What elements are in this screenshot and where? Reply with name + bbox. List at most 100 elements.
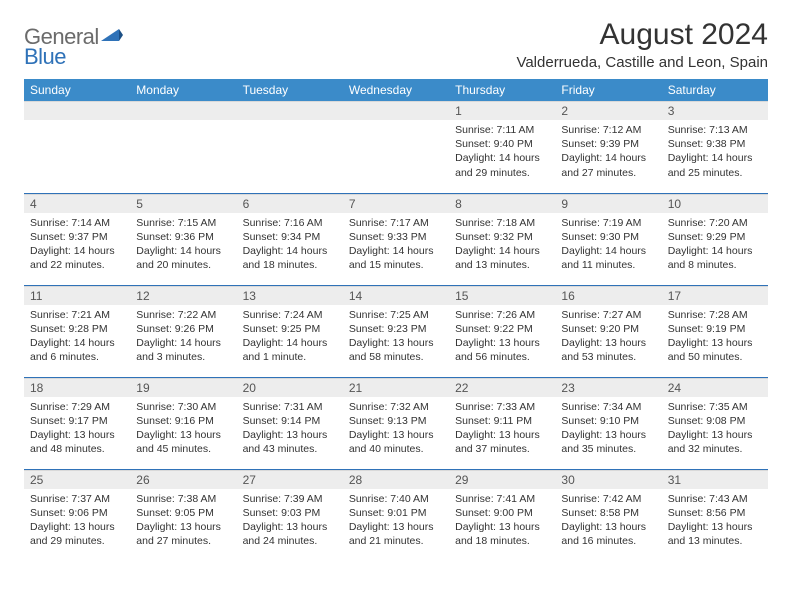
sunset-text: Sunset: 9:11 PM [455, 414, 549, 428]
sunrise-text: Sunrise: 7:17 AM [349, 216, 443, 230]
daylight-text: Daylight: 14 hours and 29 minutes. [455, 151, 549, 179]
daylight-text: Daylight: 14 hours and 27 minutes. [561, 151, 655, 179]
daylight-text: Daylight: 13 hours and 43 minutes. [243, 428, 337, 456]
sunset-text: Sunset: 9:26 PM [136, 322, 230, 336]
day-number: 30 [555, 470, 661, 489]
calendar-cell: 6Sunrise: 7:16 AMSunset: 9:34 PMDaylight… [237, 193, 343, 285]
weekday-header: Sunday [24, 79, 130, 101]
calendar-cell: 1Sunrise: 7:11 AMSunset: 9:40 PMDaylight… [449, 101, 555, 193]
sunrise-text: Sunrise: 7:16 AM [243, 216, 337, 230]
sunrise-text: Sunrise: 7:37 AM [30, 492, 124, 506]
day-number: 29 [449, 470, 555, 489]
calendar-cell: 14Sunrise: 7:25 AMSunset: 9:23 PMDayligh… [343, 285, 449, 377]
day-number: 5 [130, 194, 236, 213]
day-detail: Sunrise: 7:21 AMSunset: 9:28 PMDaylight:… [24, 305, 130, 369]
sunset-text: Sunset: 9:20 PM [561, 322, 655, 336]
day-detail: Sunrise: 7:30 AMSunset: 9:16 PMDaylight:… [130, 397, 236, 461]
day-number: 6 [237, 194, 343, 213]
day-number: 22 [449, 378, 555, 397]
sunset-text: Sunset: 9:38 PM [668, 137, 762, 151]
daylight-text: Daylight: 13 hours and 24 minutes. [243, 520, 337, 548]
calendar-cell: 17Sunrise: 7:28 AMSunset: 9:19 PMDayligh… [662, 285, 768, 377]
sunset-text: Sunset: 9:01 PM [349, 506, 443, 520]
daylight-text: Daylight: 14 hours and 25 minutes. [668, 151, 762, 179]
day-number: 20 [237, 378, 343, 397]
sunrise-text: Sunrise: 7:13 AM [668, 123, 762, 137]
sunrise-text: Sunrise: 7:15 AM [136, 216, 230, 230]
day-detail: Sunrise: 7:42 AMSunset: 8:58 PMDaylight:… [555, 489, 661, 553]
sunrise-text: Sunrise: 7:21 AM [30, 308, 124, 322]
sunrise-text: Sunrise: 7:18 AM [455, 216, 549, 230]
day-number: 28 [343, 470, 449, 489]
daylight-text: Daylight: 13 hours and 37 minutes. [455, 428, 549, 456]
day-detail: Sunrise: 7:14 AMSunset: 9:37 PMDaylight:… [24, 213, 130, 277]
day-detail: Sunrise: 7:24 AMSunset: 9:25 PMDaylight:… [237, 305, 343, 369]
day-number: 18 [24, 378, 130, 397]
calendar-cell: 28Sunrise: 7:40 AMSunset: 9:01 PMDayligh… [343, 469, 449, 561]
calendar-cell [343, 101, 449, 193]
daylight-text: Daylight: 14 hours and 13 minutes. [455, 244, 549, 272]
day-number: 26 [130, 470, 236, 489]
day-number [343, 101, 449, 120]
calendar-week-row: 11Sunrise: 7:21 AMSunset: 9:28 PMDayligh… [24, 285, 768, 377]
day-number: 21 [343, 378, 449, 397]
sunrise-text: Sunrise: 7:14 AM [30, 216, 124, 230]
day-number: 1 [449, 101, 555, 120]
calendar-cell: 5Sunrise: 7:15 AMSunset: 9:36 PMDaylight… [130, 193, 236, 285]
sunset-text: Sunset: 9:34 PM [243, 230, 337, 244]
sunset-text: Sunset: 9:16 PM [136, 414, 230, 428]
day-number: 12 [130, 286, 236, 305]
daylight-text: Daylight: 13 hours and 53 minutes. [561, 336, 655, 364]
sunrise-text: Sunrise: 7:11 AM [455, 123, 549, 137]
sunrise-text: Sunrise: 7:38 AM [136, 492, 230, 506]
day-detail: Sunrise: 7:12 AMSunset: 9:39 PMDaylight:… [555, 120, 661, 184]
weekday-header: Wednesday [343, 79, 449, 101]
daylight-text: Daylight: 14 hours and 6 minutes. [30, 336, 124, 364]
daylight-text: Daylight: 13 hours and 48 minutes. [30, 428, 124, 456]
day-number [237, 101, 343, 120]
calendar-cell: 18Sunrise: 7:29 AMSunset: 9:17 PMDayligh… [24, 377, 130, 469]
calendar-cell: 16Sunrise: 7:27 AMSunset: 9:20 PMDayligh… [555, 285, 661, 377]
day-number: 23 [555, 378, 661, 397]
day-detail: Sunrise: 7:29 AMSunset: 9:17 PMDaylight:… [24, 397, 130, 461]
sunset-text: Sunset: 9:29 PM [668, 230, 762, 244]
day-number: 7 [343, 194, 449, 213]
sunrise-text: Sunrise: 7:25 AM [349, 308, 443, 322]
sunrise-text: Sunrise: 7:22 AM [136, 308, 230, 322]
daylight-text: Daylight: 14 hours and 3 minutes. [136, 336, 230, 364]
sunrise-text: Sunrise: 7:19 AM [561, 216, 655, 230]
calendar-cell [24, 101, 130, 193]
sunrise-text: Sunrise: 7:20 AM [668, 216, 762, 230]
daylight-text: Daylight: 14 hours and 1 minute. [243, 336, 337, 364]
day-number [130, 101, 236, 120]
day-number: 3 [662, 101, 768, 120]
daylight-text: Daylight: 13 hours and 29 minutes. [30, 520, 124, 548]
day-detail: Sunrise: 7:40 AMSunset: 9:01 PMDaylight:… [343, 489, 449, 553]
day-detail: Sunrise: 7:39 AMSunset: 9:03 PMDaylight:… [237, 489, 343, 553]
day-number: 4 [24, 194, 130, 213]
calendar-cell: 29Sunrise: 7:41 AMSunset: 9:00 PMDayligh… [449, 469, 555, 561]
daylight-text: Daylight: 13 hours and 35 minutes. [561, 428, 655, 456]
day-detail: Sunrise: 7:15 AMSunset: 9:36 PMDaylight:… [130, 213, 236, 277]
day-number: 25 [24, 470, 130, 489]
day-detail: Sunrise: 7:38 AMSunset: 9:05 PMDaylight:… [130, 489, 236, 553]
calendar-cell: 23Sunrise: 7:34 AMSunset: 9:10 PMDayligh… [555, 377, 661, 469]
calendar-cell: 26Sunrise: 7:38 AMSunset: 9:05 PMDayligh… [130, 469, 236, 561]
calendar-cell: 7Sunrise: 7:17 AMSunset: 9:33 PMDaylight… [343, 193, 449, 285]
day-detail: Sunrise: 7:16 AMSunset: 9:34 PMDaylight:… [237, 213, 343, 277]
sunset-text: Sunset: 9:22 PM [455, 322, 549, 336]
day-detail [343, 120, 449, 127]
calendar-cell: 3 Sunrise: 7:13 AMSunset: 9:38 PMDaylight… [662, 101, 768, 193]
day-number: 16 [555, 286, 661, 305]
calendar-cell [237, 101, 343, 193]
month-title: August 2024 [516, 18, 768, 52]
title-block: August 2024 Valderrueda, Castille and Le… [516, 18, 768, 71]
sunrise-text: Sunrise: 7:32 AM [349, 400, 443, 414]
sunset-text: Sunset: 9:23 PM [349, 322, 443, 336]
sunset-text: Sunset: 9:13 PM [349, 414, 443, 428]
day-number: 27 [237, 470, 343, 489]
logo-text-blue: Blue [24, 44, 66, 69]
calendar-cell: 2Sunrise: 7:12 AMSunset: 9:39 PMDaylight… [555, 101, 661, 193]
sunset-text: Sunset: 9:33 PM [349, 230, 443, 244]
calendar-cell: 9Sunrise: 7:19 AMSunset: 9:30 PMDaylight… [555, 193, 661, 285]
